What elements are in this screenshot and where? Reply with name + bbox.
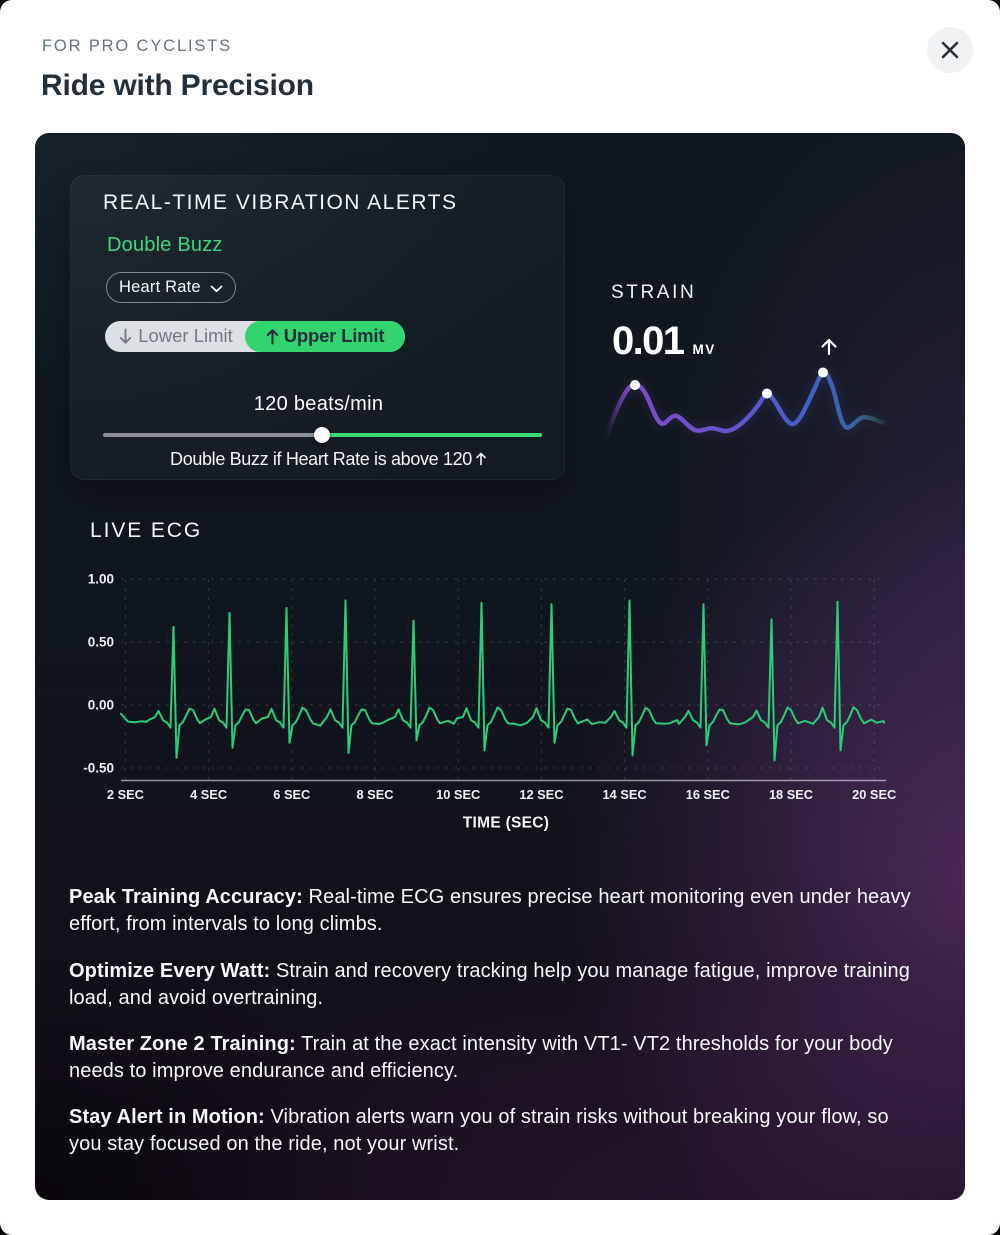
svg-text:4 SEC: 4 SEC (190, 787, 227, 802)
svg-text:18 SEC: 18 SEC (769, 787, 813, 802)
svg-text:20 SEC: 20 SEC (852, 787, 896, 802)
svg-text:8 SEC: 8 SEC (357, 787, 394, 802)
svg-text:TIME (SEC): TIME (SEC) (463, 815, 550, 832)
svg-text:10 SEC: 10 SEC (436, 787, 480, 802)
svg-text:2 SEC: 2 SEC (107, 787, 144, 802)
svg-text:-0.50: -0.50 (83, 761, 114, 776)
svg-text:0.50: 0.50 (88, 635, 114, 650)
svg-text:16 SEC: 16 SEC (686, 787, 730, 802)
svg-text:14 SEC: 14 SEC (603, 787, 647, 802)
svg-text:1.00: 1.00 (88, 572, 114, 587)
svg-text:12 SEC: 12 SEC (519, 787, 563, 802)
svg-text:0.00: 0.00 (88, 698, 114, 713)
svg-text:6 SEC: 6 SEC (273, 787, 310, 802)
